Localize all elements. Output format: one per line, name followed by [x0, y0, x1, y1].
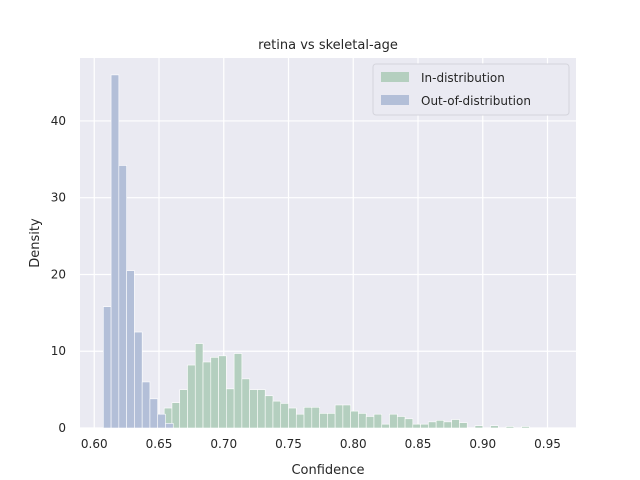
in-distribution-bar	[249, 389, 258, 429]
out-of-distribution-bar	[110, 74, 120, 429]
legend-swatch-out-of-distribution	[381, 95, 409, 105]
in-distribution-bar	[381, 423, 390, 429]
chart-title: retina vs skeletal-age	[258, 38, 398, 53]
in-distribution-bar	[319, 413, 328, 429]
in-distribution-bar	[311, 406, 320, 429]
legend-box	[372, 63, 570, 116]
x-axis-label: Confidence	[291, 463, 364, 478]
in-distribution-bar	[295, 413, 305, 429]
out-of-distribution-bar	[134, 331, 143, 429]
in-distribution-bar	[218, 355, 227, 429]
in-distribution-bar	[210, 357, 219, 429]
in-distribution-bar	[280, 403, 289, 429]
in-distribution-bar	[334, 404, 344, 429]
legend-label-in-distribution: In-distribution	[421, 71, 505, 85]
y-tick-label: 0	[58, 421, 66, 435]
y-tick-label: 40	[51, 114, 66, 128]
out-of-distribution-bar	[157, 413, 166, 429]
in-distribution-bar	[474, 425, 484, 429]
in-distribution-bar	[303, 406, 313, 429]
in-distribution-bar	[241, 378, 250, 429]
in-distribution-bar	[443, 421, 452, 429]
in-distribution-bar	[435, 420, 445, 429]
legend-label-out-of-distribution: Out-of-distribution	[421, 94, 531, 108]
x-tick-label: 0.80	[340, 437, 367, 451]
y-tick-label: 30	[51, 191, 66, 205]
in-distribution-bar	[389, 413, 398, 429]
in-distribution-bar	[257, 389, 266, 429]
in-distribution-bar	[490, 425, 499, 429]
out-of-distribution-bar	[126, 270, 135, 429]
in-distribution-bar	[194, 343, 204, 429]
in-distribution-bar	[521, 426, 530, 429]
in-distribution-bar	[233, 353, 243, 429]
in-distribution-bar	[396, 416, 406, 429]
y-axis-label: Density	[28, 218, 43, 268]
in-distribution-bar	[459, 422, 468, 429]
in-distribution-bar	[404, 418, 414, 429]
plot-background	[80, 58, 576, 428]
out-of-distribution-bar	[103, 306, 112, 429]
in-distribution-bar	[272, 400, 282, 429]
in-distribution-bar	[327, 413, 336, 429]
y-tick-label: 10	[51, 344, 66, 358]
in-distribution-bar	[420, 423, 429, 429]
x-tick-label: 0.75	[275, 437, 302, 451]
y-axis-ticks: 0 10 20 30 40	[51, 114, 66, 435]
in-distribution-bar	[342, 404, 351, 429]
in-distribution-bars	[156, 343, 530, 429]
out-of-distribution-bar	[149, 398, 159, 429]
in-distribution-bar	[505, 426, 515, 429]
in-distribution-bar	[373, 413, 383, 429]
in-distribution-bar	[226, 388, 235, 429]
in-distribution-bar	[264, 395, 274, 429]
legend: In-distribution Out-of-distribution	[372, 63, 570, 116]
out-of-distribution-bar	[141, 381, 151, 429]
x-tick-label: 0.95	[534, 437, 561, 451]
out-of-distribution-bar	[118, 165, 127, 429]
in-distribution-bar	[428, 421, 437, 429]
x-tick-label: 0.65	[146, 437, 173, 451]
in-distribution-bar	[179, 389, 188, 429]
in-distribution-bar	[412, 423, 421, 429]
in-distribution-bar	[202, 361, 212, 429]
in-distribution-bar	[451, 419, 460, 429]
in-distribution-bar	[288, 407, 297, 429]
in-distribution-bar	[187, 364, 196, 429]
out-of-distribution-bar	[165, 423, 174, 429]
in-distribution-bar	[358, 413, 367, 429]
in-distribution-bar	[365, 416, 375, 429]
in-distribution-bar	[350, 410, 359, 429]
x-tick-label: 0.90	[469, 437, 496, 451]
x-tick-label: 0.60	[81, 437, 108, 451]
x-axis-ticks: 0.60 0.65 0.70 0.75 0.80 0.85 0.90 0.95	[81, 437, 561, 451]
legend-swatch-in-distribution	[381, 72, 409, 82]
y-tick-label: 20	[51, 267, 66, 281]
x-tick-label: 0.70	[210, 437, 237, 451]
x-tick-label: 0.85	[405, 437, 432, 451]
out-of-distribution-bars	[103, 74, 174, 429]
